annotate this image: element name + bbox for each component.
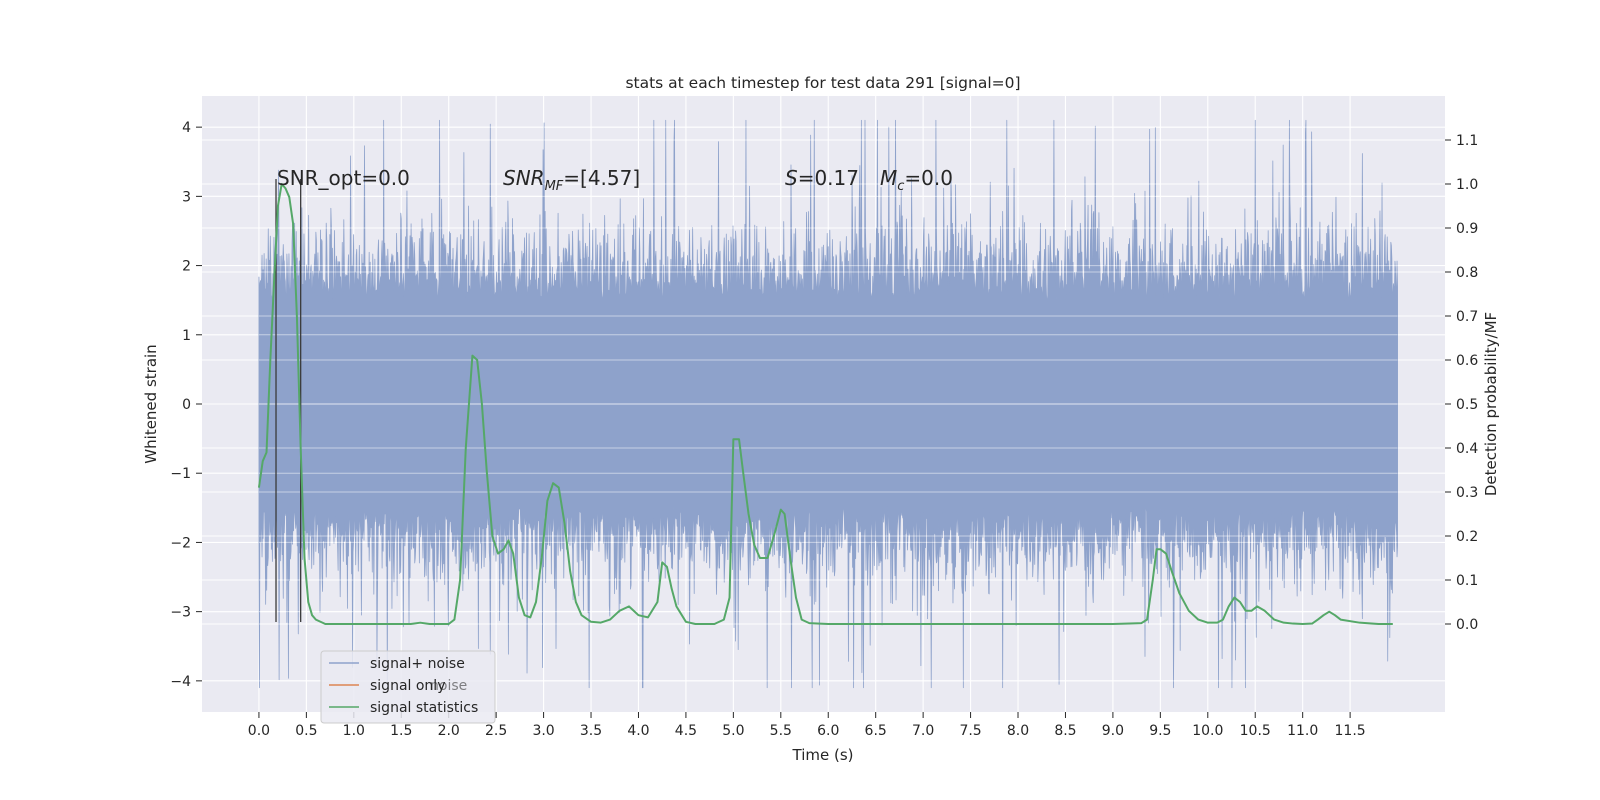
right-y-axis-label: Detection probability/MF <box>1482 312 1500 496</box>
x-tick-label: 4.5 <box>675 723 697 739</box>
y-tick-label: 4 <box>182 120 191 136</box>
x-tick-label: 1.0 <box>343 723 365 739</box>
right-y-tick-label: 0.4 <box>1456 441 1478 457</box>
signal-statistics-line <box>257 183 1393 625</box>
s-symbol: S <box>785 166 798 190</box>
x-tick-label: 0.0 <box>248 723 270 739</box>
x-tick-label: 4.0 <box>627 723 649 739</box>
mc-annotation: Mc=0.0 <box>880 166 953 194</box>
right-y-tick-label: 0.6 <box>1456 353 1478 369</box>
x-tick-label: 10.0 <box>1192 723 1223 739</box>
x-tick-label: 3.0 <box>532 723 554 739</box>
legend-overlap-text: noise <box>430 678 467 694</box>
x-tick-label: 6.0 <box>817 723 839 739</box>
x-tick-label: 9.5 <box>1149 723 1171 739</box>
y-tick-label: −3 <box>170 605 191 621</box>
x-tick-label: 2.0 <box>438 723 460 739</box>
x-tick-label: 7.5 <box>959 723 981 739</box>
legend-label-signal-only: signal only <box>370 678 445 694</box>
x-tick-label: 10.5 <box>1240 723 1271 739</box>
x-tick-label: 11.0 <box>1287 723 1318 739</box>
y-tick-label: −2 <box>170 535 191 551</box>
y-axis-ticks: 4 3 2 1 0 −1 −2 −3 −4 <box>170 120 202 690</box>
s-annotation: S=0.17 <box>785 166 859 190</box>
legend-label-signal-noise: signal+ noise <box>370 656 465 672</box>
right-y-tick-label: 0.5 <box>1456 397 1478 413</box>
y-tick-label: 1 <box>182 328 191 344</box>
legend: noise signal+ noise signal only signal s… <box>320 650 496 724</box>
x-tick-label: 8.5 <box>1054 723 1076 739</box>
x-tick-label: 0.5 <box>295 723 317 739</box>
mc-subscript: c <box>897 179 904 194</box>
right-y-tick-label: 0.9 <box>1456 221 1478 237</box>
right-y-tick-label: 1.0 <box>1456 177 1478 193</box>
right-y-tick-label: 0.8 <box>1456 265 1478 281</box>
x-tick-label: 3.5 <box>580 723 602 739</box>
y-axis-label: Whitened strain <box>142 344 160 463</box>
right-y-tick-label: 0.7 <box>1456 309 1478 325</box>
y-tick-label: 2 <box>182 259 191 275</box>
right-y-tick-label: 0.1 <box>1456 573 1478 589</box>
mc-value: =0.0 <box>904 166 953 190</box>
x-tick-label: 7.0 <box>912 723 934 739</box>
x-tick-label: 8.0 <box>1007 723 1029 739</box>
s-value: =0.17 <box>798 166 859 190</box>
x-tick-label: 2.5 <box>485 723 507 739</box>
x-tick-label: 9.0 <box>1102 723 1124 739</box>
y-tick-label: −4 <box>170 674 191 690</box>
mc-symbol: M <box>880 166 897 190</box>
y-tick-label: 3 <box>182 189 191 205</box>
snr-mf-value: =[4.57] <box>563 166 640 190</box>
x-tick-label: 1.5 <box>390 723 412 739</box>
snr-mf-symbol: SNR <box>503 166 545 190</box>
snr-mf-annotation: SNRMF=[4.57] <box>503 166 640 194</box>
snr-mf-subscript: MF <box>545 179 564 194</box>
snr-opt-annotation: SNR_opt=0.0 <box>277 166 410 190</box>
right-y-axis-ticks: 1.1 1.0 0.9 0.8 0.7 0.6 0.5 0.4 0.3 0.2 0.1 0.0 <box>1445 133 1478 633</box>
x-tick-label: 11.5 <box>1335 723 1366 739</box>
y-tick-label: 0 <box>182 397 191 413</box>
right-y-tick-label: 0.3 <box>1456 485 1478 501</box>
chart-title: stats at each timestep for test data 291… <box>625 74 1020 92</box>
right-y-tick-label: 0.2 <box>1456 529 1478 545</box>
x-tick-label: 5.0 <box>722 723 744 739</box>
x-tick-label: 6.5 <box>865 723 887 739</box>
signal-statistics-trace <box>257 183 1393 625</box>
legend-box <box>320 650 496 724</box>
y-tick-label: −1 <box>170 466 191 482</box>
legend-label-signal-statistics: signal statistics <box>370 700 478 716</box>
x-axis-label: Time (s) <box>792 746 854 764</box>
right-y-tick-label: 0.0 <box>1456 617 1478 633</box>
x-axis-ticks: 0.0 0.5 1.0 1.5 2.0 2.5 3.0 3.5 4.0 4.5 5.0 5.5 6.0 6… <box>248 712 1366 739</box>
x-tick-label: 5.5 <box>770 723 792 739</box>
right-y-tick-label: 1.1 <box>1456 133 1478 149</box>
